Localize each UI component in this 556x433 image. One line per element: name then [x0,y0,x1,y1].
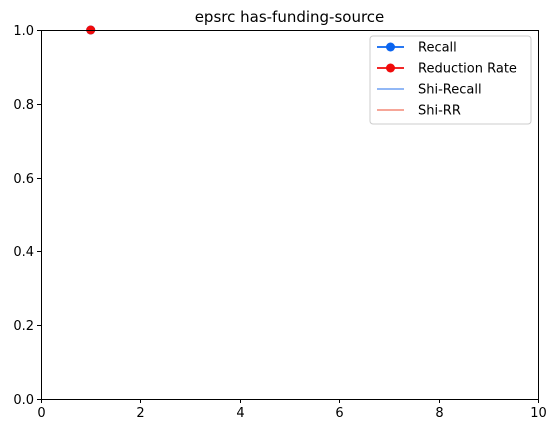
x-tick-label: 8 [435,406,443,421]
y-tick-label: 1.0 [13,24,34,39]
y-tick-label: 0.2 [13,319,34,334]
x-tick-label: 6 [335,406,343,421]
legend-box [369,35,532,125]
legend-marker [386,63,395,73]
legend-marker [386,42,395,52]
ticks-layer: 0 2 4 6 8 10 0.0 0.2 0.4 0.6 0.8 1.0 [13,24,546,421]
legend-label: Shi-RR [418,104,461,119]
plot-frame [41,30,539,400]
x-tick-label: 10 [530,406,547,421]
x-tick-label: 0 [37,406,45,421]
x-tick-label: 2 [136,406,144,421]
legend-label: Reduction Rate [418,62,517,77]
y-tick-label: 0.4 [13,245,34,260]
legend: Recall Reduction Rate Shi-Recall Shi-RR [369,35,532,125]
chart-title: epsrc has-funding-source [195,8,385,26]
x-tick-label: 4 [236,406,244,421]
y-tick-label: 0.0 [13,393,34,408]
legend-label: Shi-Recall [418,83,482,98]
y-tick-label: 0.8 [13,98,34,113]
legend-label: Recall [418,41,457,56]
y-tick-label: 0.6 [13,172,34,187]
